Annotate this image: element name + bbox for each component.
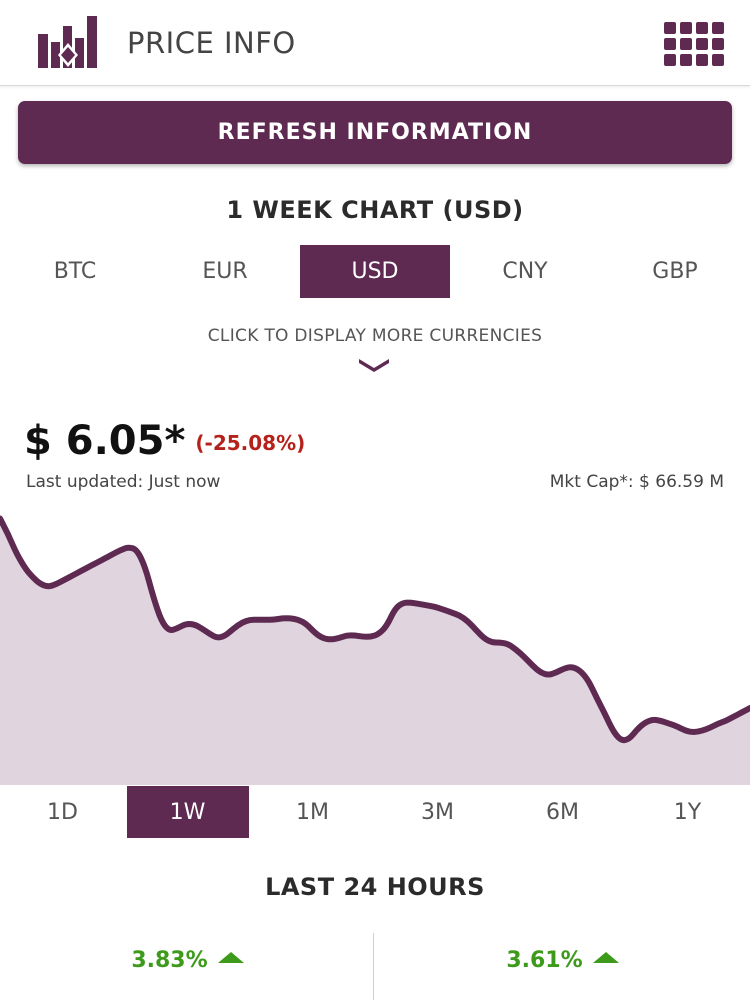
currency-tab-cny[interactable]: CNY <box>502 259 548 284</box>
stat-left-value: 3.83% <box>131 948 208 973</box>
grid-menu-icon[interactable] <box>664 22 724 68</box>
chart-area <box>0 518 750 785</box>
bar-chart-logo-icon <box>38 16 97 68</box>
refresh-button[interactable]: REFRESH INFORMATION <box>18 101 732 164</box>
last-24-hours-title: LAST 24 HOURS <box>265 873 485 901</box>
currency-tabs: BTC EUR USD CNY GBP <box>0 245 750 298</box>
range-tab-1y[interactable]: 1Y <box>673 799 702 825</box>
page-title: PRICE INFO <box>127 26 296 60</box>
currency-tab-gbp[interactable]: GBP <box>652 259 698 284</box>
current-price: $ 6.05* <box>24 418 186 464</box>
range-tab-3m[interactable]: 3M <box>421 799 454 825</box>
chart-line <box>0 515 750 744</box>
currency-tab-eur[interactable]: EUR <box>202 259 248 284</box>
arrow-up-icon <box>592 952 619 963</box>
more-currencies-link[interactable]: CLICK TO DISPLAY MORE CURRENCIES <box>207 326 543 346</box>
arrow-up-icon <box>217 952 244 963</box>
chevron-down-icon[interactable] <box>359 355 389 373</box>
range-tab-1m[interactable]: 1M <box>296 799 329 825</box>
stat-left: 3.83% <box>0 948 375 973</box>
chart-title: 1 WEEK CHART (USD) <box>226 196 524 224</box>
range-tab-1d[interactable]: 1D <box>47 799 78 825</box>
range-tab-6m[interactable]: 6M <box>546 799 579 825</box>
currency-tab-usd[interactable]: USD <box>300 245 450 298</box>
price-chart <box>0 515 750 785</box>
stat-right: 3.61% <box>375 948 750 973</box>
top-bar: PRICE INFO <box>0 0 750 86</box>
price-row: $ 6.05* (-25.08%) <box>24 418 305 468</box>
market-cap: Mkt Cap*: $ 66.59 M <box>549 472 724 492</box>
price-change: (-25.08%) <box>195 431 306 455</box>
range-tabs: 1D 1W 1M 3M 6M 1Y <box>0 786 750 838</box>
stat-right-value: 3.61% <box>506 948 583 973</box>
last-updated: Last updated: Just now <box>26 472 221 492</box>
range-tab-1w[interactable]: 1W <box>126 786 249 838</box>
stats-divider <box>373 933 374 1000</box>
currency-tab-btc[interactable]: BTC <box>53 259 97 284</box>
